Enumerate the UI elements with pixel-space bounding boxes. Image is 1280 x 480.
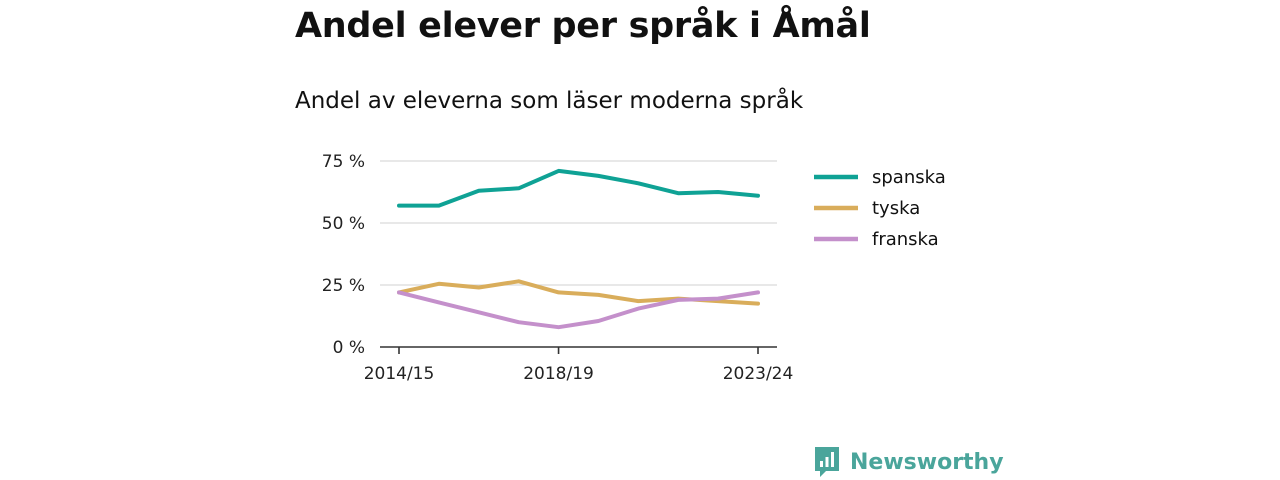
series-line-franska: [397, 290, 760, 330]
newsworthy-logo: Newsworthy: [814, 446, 1004, 478]
axes: 0 % 25 % 50 % 75 % 2014/15 2018/19 2023/24: [322, 152, 794, 384]
x-tick-label: 2023/24: [723, 364, 794, 384]
series-lines: [397, 168, 760, 330]
chart-subtitle: Andel av eleverna som läser moderna språ…: [295, 88, 804, 114]
x-tick-label: 2018/19: [523, 364, 594, 384]
y-tick-label: 75 %: [322, 152, 365, 172]
bar-chart-icon: [815, 447, 839, 477]
chart-title: Andel elever per språk i Åmål: [295, 6, 871, 46]
legend-label-franska: franska: [872, 229, 939, 250]
y-tick-label: 0 %: [333, 338, 365, 358]
y-tick-label: 50 %: [322, 214, 365, 234]
x-tick-label: 2014/15: [364, 364, 435, 384]
gridlines: [380, 160, 777, 286]
series-line-spanska: [397, 168, 760, 208]
y-tick-label: 25 %: [322, 276, 365, 296]
legend-label-tyska: tyska: [872, 198, 920, 219]
legend: spanska tyska franska: [814, 167, 946, 250]
brand-name: Newsworthy: [850, 449, 1004, 475]
legend-label-spanska: spanska: [872, 167, 946, 188]
